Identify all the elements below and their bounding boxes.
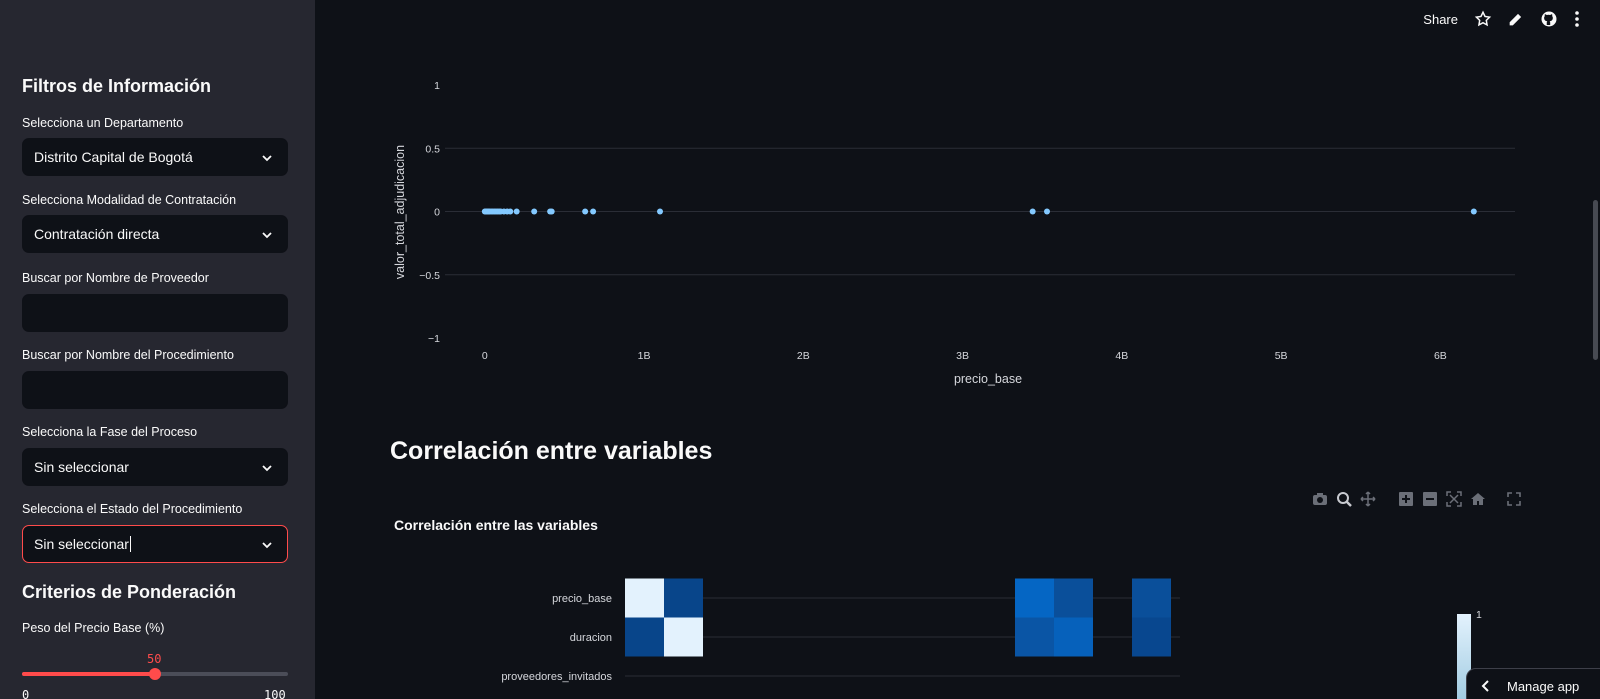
- page-scrollbar[interactable]: [1590, 0, 1600, 699]
- scroll-thumb[interactable]: [1593, 200, 1598, 360]
- slider-fill: [22, 672, 155, 676]
- more-icon[interactable]: [1574, 11, 1580, 27]
- star-icon[interactable]: [1474, 10, 1492, 28]
- x-tick-label: 1B: [638, 350, 651, 362]
- zoom-in-icon[interactable]: [1398, 491, 1414, 507]
- autoscale-icon[interactable]: [1446, 491, 1462, 507]
- modality-select[interactable]: Contratación directa: [22, 215, 288, 253]
- chevron-down-icon: [262, 542, 272, 549]
- slider-thumb[interactable]: [149, 668, 161, 680]
- modality-label: Selecciona Modalidad de Contratación: [22, 193, 237, 207]
- scatter-point[interactable]: [657, 208, 663, 215]
- provider-search-input[interactable]: [22, 294, 288, 332]
- sidebar: Filtros de Información Selecciona un Dep…: [0, 0, 315, 699]
- y-tick-label: 0.5: [425, 143, 440, 155]
- scatter-point[interactable]: [531, 208, 538, 215]
- chevron-down-icon: [262, 155, 272, 162]
- reset-axes-icon[interactable]: [1470, 491, 1486, 507]
- zoom-icon[interactable]: [1336, 491, 1352, 507]
- modality-value: Contratación directa: [34, 226, 160, 242]
- chevron-down-icon: [262, 465, 272, 472]
- criteria-heading: Criterios de Ponderación: [22, 582, 237, 602]
- filters-heading: Filtros de Información: [22, 76, 212, 96]
- provider-search-label: Buscar por Nombre de Proveedor: [22, 271, 209, 285]
- slider-min: 0: [22, 688, 30, 699]
- phase-value: Sin seleccionar: [34, 459, 129, 475]
- department-value: Distrito Capital de Bogotá: [34, 149, 193, 165]
- x-tick-label: 2B: [797, 350, 810, 362]
- y-tick-label: 1: [434, 80, 440, 92]
- heatmap-y-label: precio_base: [552, 593, 612, 605]
- scatter-point[interactable]: [582, 208, 589, 215]
- department-label: Selecciona un Departamento: [22, 116, 184, 130]
- heatmap-title: Correlación entre las variables: [394, 517, 598, 533]
- x-tick-label: 6B: [1434, 350, 1447, 362]
- x-tick-label: 4B: [1115, 350, 1128, 362]
- heatmap-cell[interactable]: [1015, 578, 1054, 618]
- heatmap-cell[interactable]: [664, 617, 703, 657]
- scatter-point[interactable]: [1470, 208, 1477, 215]
- state-value: Sin seleccionar: [34, 536, 129, 552]
- state-label: Selecciona el Estado del Procedimiento: [22, 502, 243, 516]
- pan-icon[interactable]: [1360, 491, 1376, 507]
- base-price-weight-label: Peso del Precio Base (%): [22, 621, 165, 635]
- chart-modebar: [1312, 491, 1522, 507]
- colorbar-max-label: 1: [1476, 609, 1482, 621]
- department-select[interactable]: Distrito Capital de Bogotá: [22, 138, 288, 176]
- slider-max: 100: [264, 688, 286, 699]
- x-tick-label: 3B: [956, 350, 969, 362]
- y-axis-label: valor_total_adjudicacion: [393, 145, 407, 279]
- manage-app-button[interactable]: Manage app: [1466, 668, 1600, 699]
- y-tick-label: 0: [434, 207, 440, 219]
- heatmap-cell[interactable]: [1132, 617, 1171, 657]
- zoom-out-icon[interactable]: [1422, 491, 1438, 507]
- github-icon[interactable]: [1540, 10, 1558, 28]
- phase-select[interactable]: Sin seleccionar: [22, 448, 288, 486]
- text-caret: [129, 536, 131, 552]
- heatmap-y-label: proveedores_invitados: [501, 671, 612, 683]
- scatter-point[interactable]: [513, 208, 520, 215]
- x-axis-label: precio_base: [954, 372, 1022, 386]
- heatmap-cell[interactable]: [1015, 617, 1054, 657]
- scatter-point[interactable]: [507, 208, 514, 215]
- scatter-point[interactable]: [548, 208, 555, 215]
- scatter-chart[interactable]: 1 0.5 0 −0.5 −1 0 1B 2B 3B 4B 5B 6B precio_base valor…: [0, 0, 1600, 420]
- section-title: Correlación entre variables: [390, 437, 713, 465]
- app-toolbar: Share: [1423, 10, 1580, 28]
- chevron-down-icon: [262, 232, 272, 239]
- scatter-point[interactable]: [1029, 208, 1036, 215]
- heatmap-cell[interactable]: [625, 578, 664, 618]
- y-tick-label: −1: [428, 333, 440, 345]
- procedure-search-label: Buscar por Nombre del Procedimiento: [22, 348, 234, 362]
- heatmap-y-label: duracion: [570, 632, 612, 644]
- heatmap-cell[interactable]: [1054, 578, 1093, 618]
- heatmap-cell[interactable]: [625, 617, 664, 657]
- y-tick-label: −0.5: [419, 270, 440, 282]
- procedure-search-input[interactable]: [22, 371, 288, 409]
- heatmap-cell[interactable]: [1054, 617, 1093, 657]
- heatmap-cell[interactable]: [1132, 578, 1171, 618]
- heatmap-cell[interactable]: [664, 578, 703, 618]
- edit-icon[interactable]: [1508, 11, 1524, 27]
- fullscreen-icon[interactable]: [1506, 491, 1522, 507]
- x-tick-label: 0: [482, 350, 488, 362]
- base-price-weight-slider[interactable]: [22, 668, 288, 680]
- scatter-point[interactable]: [1044, 208, 1050, 215]
- phase-label: Selecciona la Fase del Proceso: [22, 425, 198, 439]
- camera-icon[interactable]: [1312, 491, 1328, 507]
- slider-value: 50: [147, 652, 162, 666]
- chevron-left-icon: [1481, 680, 1489, 692]
- scatter-point[interactable]: [590, 208, 597, 215]
- share-button[interactable]: Share: [1423, 11, 1458, 27]
- state-select[interactable]: Sin seleccionar: [22, 525, 288, 563]
- manage-app-label: Manage app: [1507, 678, 1580, 694]
- x-tick-label: 5B: [1275, 350, 1288, 362]
